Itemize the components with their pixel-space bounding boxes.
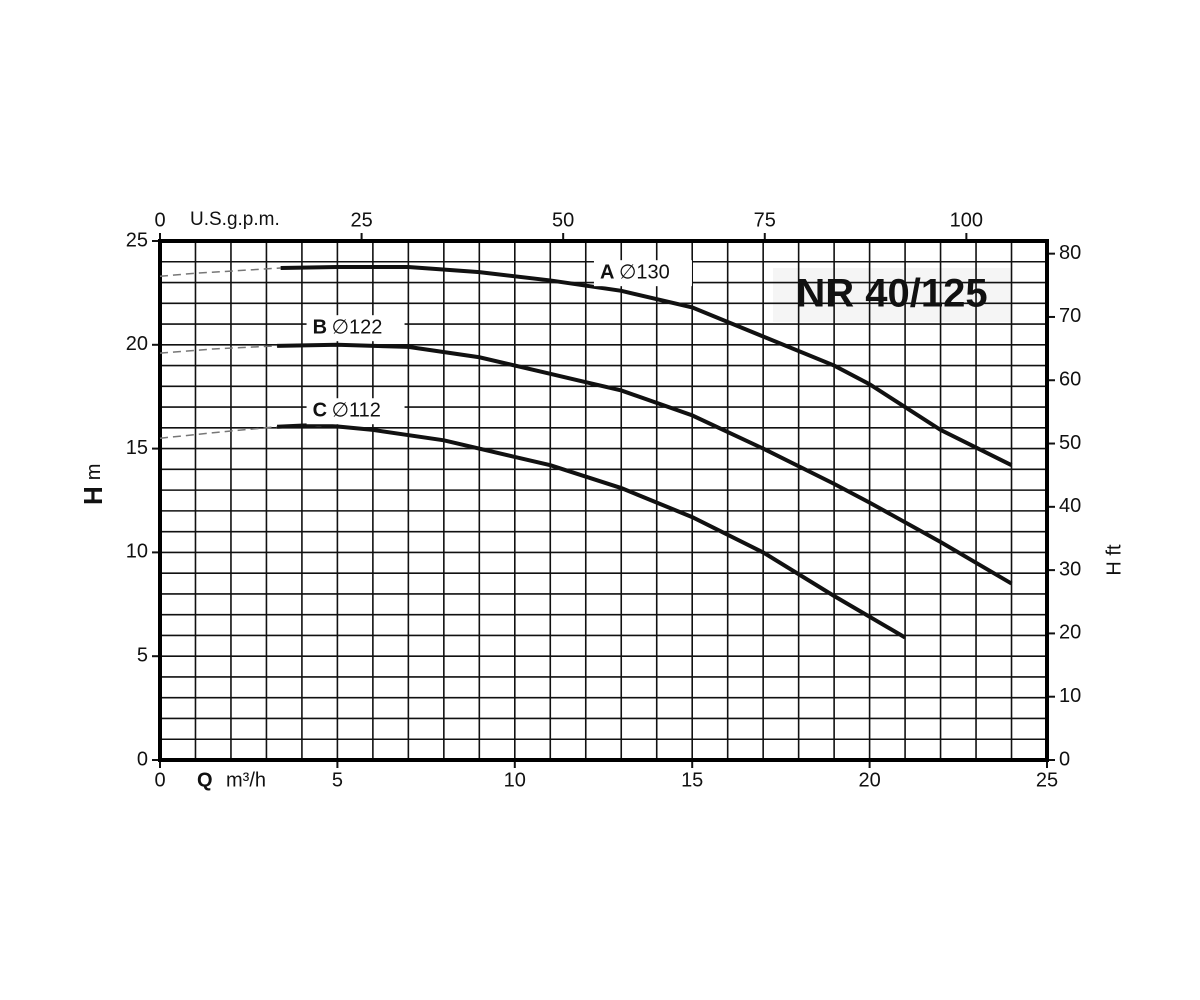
y2-tick-label: 70 [1059, 305, 1081, 327]
y-tick-label: 5 [137, 644, 148, 666]
y-tick-label: 15 [126, 437, 148, 459]
chart-title: NR 40/125 [796, 272, 987, 316]
x-tick-label: 15 [681, 769, 703, 791]
y2-tick-label: 80 [1059, 242, 1081, 264]
y2-tick-label: 60 [1059, 369, 1081, 391]
curve-label-bg [306, 315, 405, 342]
curve-label-bg [306, 398, 405, 425]
x2-tick-label: 75 [754, 209, 776, 231]
x2-tick-label: 100 [950, 209, 983, 231]
x-tick-label: 0 [154, 769, 165, 791]
curve-diameter: ∅130 [619, 261, 670, 283]
curve-label-bg [593, 260, 692, 287]
curve-extrapolation [159, 426, 278, 439]
pump-curve [276, 422, 907, 640]
x-tick-label: 20 [858, 769, 880, 791]
x-axis-symbol: Q [197, 769, 213, 791]
y2-tick-label: 10 [1059, 685, 1081, 707]
curve-extrapolation [159, 345, 278, 354]
y-axis-symbol: H [78, 486, 108, 505]
y-axis-unit: m [83, 464, 105, 481]
y-axis-label: Hm [78, 464, 108, 505]
y2-tick-label: 0 [1059, 748, 1070, 770]
y2-tick-label: 40 [1059, 495, 1081, 517]
pump-curve [280, 264, 1013, 467]
curve-diameter: ∅122 [332, 316, 383, 338]
x2-tick-label: 25 [350, 209, 372, 231]
curve-name: C [313, 400, 327, 422]
y2-tick-label: 30 [1059, 558, 1081, 580]
title-box [773, 268, 1011, 322]
curve-extrapolation [159, 267, 281, 278]
x2-tick-label: 50 [552, 209, 574, 231]
y2-tick-label: 50 [1059, 432, 1081, 454]
y2-tick-label: 20 [1059, 622, 1081, 644]
y-tick-label: 25 [126, 229, 148, 251]
x-axis-unit: m³/h [226, 769, 266, 791]
plot-frame [158, 239, 1049, 762]
x-tick-label: 5 [332, 769, 343, 791]
y-tick-label: 20 [126, 333, 148, 355]
x2-axis-label: U.S.g.p.m. [190, 209, 280, 230]
curve-name: A [600, 261, 614, 283]
pump-curve [277, 342, 1013, 586]
y2-axis-label: H ft [1103, 544, 1125, 576]
x-tick-label: 10 [504, 769, 526, 791]
x-tick-label: 25 [1036, 769, 1058, 791]
x2-tick-label: 0 [154, 209, 165, 231]
curve-name: B [313, 316, 327, 338]
curve-diameter: ∅112 [332, 400, 381, 422]
y-tick-label: 10 [126, 541, 148, 563]
y-tick-label: 0 [137, 748, 148, 770]
